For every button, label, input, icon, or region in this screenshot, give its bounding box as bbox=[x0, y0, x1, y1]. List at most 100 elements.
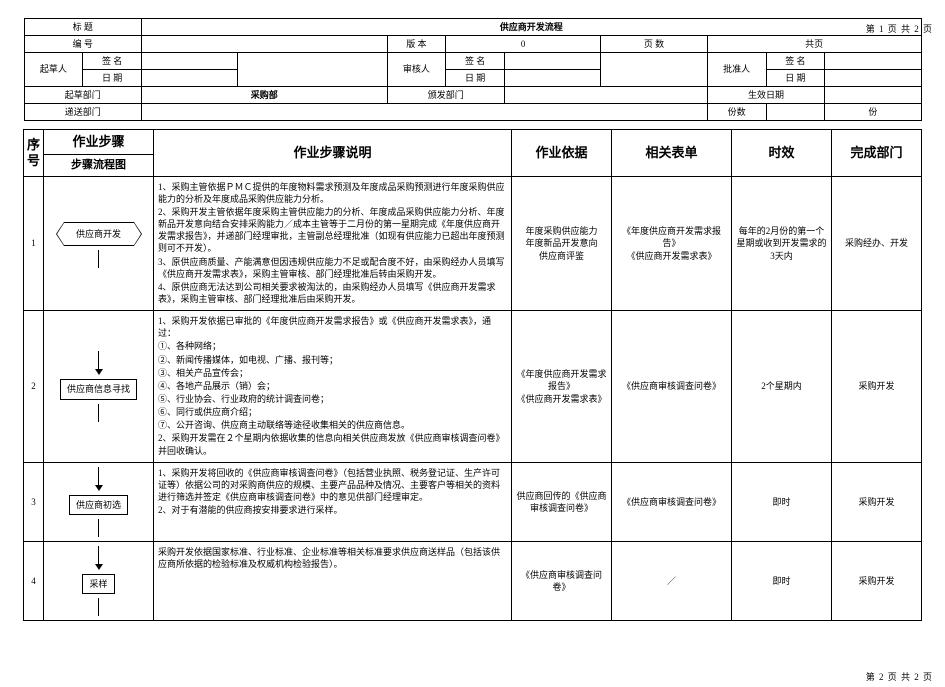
desc-line: 4、原供应商无法达到公司相关要求被淘汰的，由采购经办人员填写《供应商开发需求表》… bbox=[158, 281, 507, 305]
row-dept: 采购开发 bbox=[832, 541, 922, 620]
desc-line: ⑦、公开咨询、供应商主动联络等途径收集相关的供应商信息。 bbox=[158, 419, 507, 431]
row-time: 即时 bbox=[732, 541, 832, 620]
flow-node-rect: 供应商初选 bbox=[69, 495, 128, 515]
flow-node-rect: 采样 bbox=[82, 574, 114, 594]
desc-line: ②、新闻传播媒体，如电视、广播、报刊等； bbox=[158, 354, 507, 366]
flow-node-rect: 供应商信息寻找 bbox=[60, 379, 137, 399]
desc-line: ①、各种网络； bbox=[158, 340, 507, 352]
row-dept: 采购开发 bbox=[832, 311, 922, 463]
row-flow: 采样 bbox=[44, 541, 154, 620]
col-time: 时效 bbox=[732, 130, 832, 177]
version-value: 0 bbox=[446, 36, 601, 53]
drafter-date-label: 日 期 bbox=[83, 70, 142, 87]
table-row: 2 供应商信息寻找 1、采购开发依据已审批的《年度供应商开发需求报告》或《供应商开发… bbox=[24, 311, 922, 463]
desc-line: 3、原供应商质量、产能满意但因违规供应能力不足或配合度不好，由采购经办人员填写《… bbox=[158, 256, 507, 280]
row-seq: 3 bbox=[24, 462, 44, 541]
version-label: 版 本 bbox=[387, 36, 446, 53]
desc-line: 1、采购开发依据已审批的《年度供应商开发需求报告》或《供应商开发需求表》，通过： bbox=[158, 315, 507, 339]
eff-date-label: 生效日期 bbox=[707, 87, 824, 104]
spacer-2 bbox=[601, 53, 708, 87]
row-desc: 采购开发依据国家标准、行业标准、企业标准等相关标准要求供应商送样品（包括该供应商… bbox=[154, 541, 512, 620]
draft-dept-value: 采购部 bbox=[141, 87, 387, 104]
dist-dept-value bbox=[504, 87, 707, 104]
title-label: 标 题 bbox=[24, 19, 141, 36]
row-forms: 《供应商审核调查问卷》 bbox=[612, 462, 732, 541]
drafter-date bbox=[141, 70, 237, 87]
reviewer-sign-label: 签 名 bbox=[446, 53, 505, 70]
row-dept: 采购经办、开发 bbox=[832, 176, 922, 310]
reviewer-date-label: 日 期 bbox=[446, 70, 505, 87]
col-flowchart: 步骤流程图 bbox=[44, 154, 154, 176]
docno-label: 编 号 bbox=[24, 36, 141, 53]
row-desc: 1、采购主管依据ＰＭＣ提供的年度物料需求预测及年度成品采购预测进行年度采购供应能… bbox=[154, 176, 512, 310]
reviewer-date bbox=[504, 70, 600, 87]
desc-line: 1、采购主管依据ＰＭＣ提供的年度物料需求预测及年度成品采购预测进行年度采购供应能… bbox=[158, 181, 507, 205]
col-desc: 作业步骤说明 bbox=[154, 130, 512, 177]
row-time: 2个星期内 bbox=[732, 311, 832, 463]
row-flow: 供应商信息寻找 bbox=[44, 311, 154, 463]
row-basis: 年度采购供应能力年度新品开发意向供应商评鉴 bbox=[512, 176, 612, 310]
send-dept-value bbox=[141, 104, 707, 121]
approver-sign bbox=[825, 53, 921, 70]
row-desc: 1、采购开发将回收的《供应商审核调查问卷》（包括营业执照、税务登记证、生产许可证… bbox=[154, 462, 512, 541]
col-dept: 完成部门 bbox=[832, 130, 922, 177]
desc-line: ⑤、行业协会、行业政府的统计调查问卷； bbox=[158, 393, 507, 405]
page-number-bottom: 第 2 页 共 2 页 bbox=[866, 670, 933, 683]
table-row: 1 供应商开发 1、采购主管依据ＰＭＣ提供的年度物料需求预测及年度成品采购预测进行年… bbox=[24, 176, 922, 310]
drafter-sign-label: 签 名 bbox=[83, 53, 142, 70]
flow-node-hex: 供应商开发 bbox=[64, 222, 134, 246]
row-basis: 《供应商审核调查问卷》 bbox=[512, 541, 612, 620]
docno-value bbox=[141, 36, 387, 53]
row-basis: 《年度供应商开发需求报告》《供应商开发需求表》 bbox=[512, 311, 612, 463]
page-number-top: 第 1 页 共 2 页 bbox=[866, 22, 933, 35]
row-dept: 采购开发 bbox=[832, 462, 922, 541]
send-dept-label: 递送部门 bbox=[24, 104, 141, 121]
row-time: 每年的2月份的第一个星期或收到开发需求的3天内 bbox=[732, 176, 832, 310]
desc-line: 1、采购开发将回收的《供应商审核调查问卷》（包括营业执照、税务登记证、生产许可证… bbox=[158, 467, 507, 503]
approver-label: 批准人 bbox=[707, 53, 766, 87]
reviewer-sign bbox=[504, 53, 600, 70]
spacer-1 bbox=[238, 53, 387, 87]
drafter-sign bbox=[141, 53, 237, 70]
eff-date-value bbox=[825, 87, 921, 104]
desc-line: 2、采购开发主管依据年度采购主管供应能力的分析、年度成品采购供应能力分析、年度新… bbox=[158, 206, 507, 255]
row-forms: ／ bbox=[612, 541, 732, 620]
row-seq: 1 bbox=[24, 176, 44, 310]
desc-line: ⑥、同行或供应商介绍； bbox=[158, 406, 507, 418]
desc-line: 采购开发依据国家标准、行业标准、企业标准等相关标准要求供应商送样品（包括该供应商… bbox=[158, 546, 507, 570]
row-flow: 供应商开发 bbox=[44, 176, 154, 310]
copies-value bbox=[766, 104, 825, 121]
col-forms: 相关表单 bbox=[612, 130, 732, 177]
table-row: 4 采样 采购开发依据国家标准、行业标准、企业标准等相关标准要求供应商送样品（包括该… bbox=[24, 541, 922, 620]
row-time: 即时 bbox=[732, 462, 832, 541]
approver-date-label: 日 期 bbox=[766, 70, 825, 87]
col-basis: 作业依据 bbox=[512, 130, 612, 177]
row-seq: 2 bbox=[24, 311, 44, 463]
procedure-table: 序号 作业步骤 作业步骤说明 作业依据 相关表单 时效 完成部门 步骤流程图 1… bbox=[23, 129, 922, 621]
reviewer-label: 审核人 bbox=[387, 53, 446, 87]
desc-line: 2、对于有潜能的供应商按安排要求进行采样。 bbox=[158, 504, 507, 516]
dist-dept-label: 颁发部门 bbox=[387, 87, 504, 104]
col-steps: 作业步骤 bbox=[44, 130, 154, 155]
title-value: 供应商开发流程 bbox=[141, 19, 921, 36]
row-forms: 《年度供应商开发需求报告》《供应商开发需求表》 bbox=[612, 176, 732, 310]
pages-label: 页 数 bbox=[601, 36, 708, 53]
row-forms: 《供应商审核调查问卷》 bbox=[612, 311, 732, 463]
drafter-label: 起草人 bbox=[24, 53, 83, 87]
pages-value: 共页 bbox=[707, 36, 921, 53]
row-basis: 供应商回传的《供应商审核调查问卷》 bbox=[512, 462, 612, 541]
copies-unit: 份 bbox=[825, 104, 921, 121]
row-seq: 4 bbox=[24, 541, 44, 620]
desc-line: 2、采购开发需在２个星期内依据收集的信息向相关供应商发放《供应商审核调查问卷》并… bbox=[158, 432, 507, 456]
row-desc: 1、采购开发依据已审批的《年度供应商开发需求报告》或《供应商开发需求表》，通过：… bbox=[154, 311, 512, 463]
approver-date bbox=[825, 70, 921, 87]
doc-header-table: 标 题 供应商开发流程 编 号 版 本 0 页 数 共页 起草人 签 名 审核人… bbox=[24, 18, 922, 121]
row-flow: 供应商初选 bbox=[44, 462, 154, 541]
table-row: 3 供应商初选 1、采购开发将回收的《供应商审核调查问卷》（包括营业执照、税务登记证… bbox=[24, 462, 922, 541]
copies-label: 份数 bbox=[707, 104, 766, 121]
desc-line: ④、各地产品展示（销）会； bbox=[158, 380, 507, 392]
desc-line: ③、相关产品宣传会； bbox=[158, 367, 507, 379]
approver-sign-label: 签 名 bbox=[766, 53, 825, 70]
draft-dept-label: 起草部门 bbox=[24, 87, 141, 104]
col-seq: 序号 bbox=[24, 130, 44, 177]
